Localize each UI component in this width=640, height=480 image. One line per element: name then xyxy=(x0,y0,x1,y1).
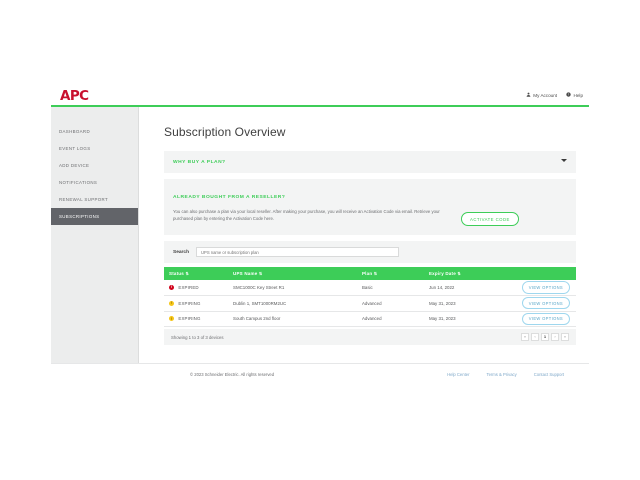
sort-icon[interactable]: ⇅ xyxy=(185,271,190,276)
sidebar-item-label: ADD DEVICE xyxy=(59,163,90,168)
sidebar-item-subscriptions[interactable]: SUBSCRIPTIONS xyxy=(51,208,138,225)
sidebar-item-dashboard[interactable]: DASHBOARD xyxy=(51,123,138,140)
pagination-controls: « ‹ 1 › » xyxy=(521,333,569,341)
table-header: Status ⇅ UPS Name ⇅ Plan ⇅ Expiry Date ⇅ xyxy=(164,267,576,280)
search-input[interactable] xyxy=(196,247,399,257)
page-body: DASHBOARD EVENT LOGS ADD DEVICE NOTIFICA… xyxy=(51,107,589,384)
reseller-panel-title: ALREADY BOUGHT FROM A RESELLER? xyxy=(173,195,286,200)
copyright-text: © 2023 Schneider Electric. All rights re… xyxy=(190,371,275,377)
sidebar-item-renewal-support[interactable]: RENEWAL SUPPORT xyxy=(51,191,138,208)
cell-ups-name: South Campus 2nd floor xyxy=(233,316,281,322)
table-row[interactable]: EXPIRING Dublin 1, SMT1000RM2UC Advanced… xyxy=(164,295,576,312)
status-badge: EXPIRING xyxy=(178,316,201,322)
search-label: Search xyxy=(173,249,189,255)
view-options-button[interactable]: VIEW OPTIONS xyxy=(521,312,570,325)
sort-icon[interactable]: ⇅ xyxy=(457,271,462,276)
help-button[interactable]: ? Help xyxy=(566,92,583,98)
page-footer: © 2023 Schneider Electric. All rights re… xyxy=(51,363,589,384)
sidebar-item-label: NOTIFICATIONS xyxy=(59,180,98,185)
sort-icon[interactable]: ⇅ xyxy=(373,271,378,276)
status-alert-icon xyxy=(169,300,175,306)
footer-link-terms-privacy[interactable]: Terms & Privacy xyxy=(486,371,517,377)
sidebar-item-label: RENEWAL SUPPORT xyxy=(59,197,109,202)
cell-expiry-date: May 31, 2023 xyxy=(428,316,456,322)
column-header-actions xyxy=(501,267,576,280)
person-icon xyxy=(526,92,531,98)
apc-logo: APC xyxy=(60,88,89,104)
pagination-info: Showing 1 to 3 of 3 devices xyxy=(171,334,224,340)
pagination-bar: Showing 1 to 3 of 3 devices « ‹ 1 › » xyxy=(164,329,576,345)
svg-text:?: ? xyxy=(568,93,570,97)
column-header-status[interactable]: Status ⇅ xyxy=(164,267,229,280)
footer-link-help-center[interactable]: Help Center xyxy=(447,371,470,377)
sidebar-item-notifications[interactable]: NOTIFICATIONS xyxy=(51,174,138,191)
help-label: Help xyxy=(573,92,583,98)
table-header-row: Status ⇅ UPS Name ⇅ Plan ⇅ Expiry Date ⇅ xyxy=(164,267,576,280)
why-buy-a-plan-title: WHY BUY A PLAN? xyxy=(173,159,226,165)
top-header-bar: APC My Account ? Help xyxy=(51,86,589,107)
footer-links: Help Center Terms & Privacy Contact Supp… xyxy=(447,372,564,377)
column-header-plan[interactable]: Plan ⇅ xyxy=(356,267,424,280)
page-title: Subscription Overview xyxy=(164,125,286,139)
cell-status: EXPIRING xyxy=(164,311,228,327)
sidebar-navigation: DASHBOARD EVENT LOGS ADD DEVICE NOTIFICA… xyxy=(51,107,139,384)
table-row[interactable]: EXPIRED SMC1000C Key Street R1 Basic Jun… xyxy=(164,280,576,296)
status-badge: EXPIRED xyxy=(178,284,199,290)
reseller-panel-text: You can also purchase a plan via your lo… xyxy=(173,209,440,222)
cell-status: EXPIRING xyxy=(164,296,228,312)
pagination-page-1[interactable]: 1 xyxy=(541,333,549,341)
cell-expiry-date: Jun 14, 2022 xyxy=(428,285,455,290)
main-content: Subscription Overview WHY BUY A PLAN? AL… xyxy=(139,107,589,384)
chevron-down-icon[interactable] xyxy=(561,159,567,162)
sidebar-item-add-device[interactable]: ADD DEVICE xyxy=(51,157,138,174)
footer-link-contact-support[interactable]: Contact Support xyxy=(533,371,564,377)
activate-code-button[interactable]: ACTIVATE CODE xyxy=(461,212,519,226)
status-alert-icon xyxy=(169,284,175,291)
help-circle-icon: ? xyxy=(566,92,571,98)
cell-ups-name: Dublin 1, SMT1000RM2UC xyxy=(233,300,287,306)
cell-plan: Advanced xyxy=(361,316,382,322)
cell-ups-name: SMC1000C Key Street R1 xyxy=(233,285,285,290)
application-window: APC My Account ? Help DASHBOARD xyxy=(51,86,589,384)
view-options-button[interactable]: VIEW OPTIONS xyxy=(521,297,570,310)
cell-actions: VIEW OPTIONS xyxy=(501,296,576,312)
cell-expiry-date: May 31, 2023 xyxy=(428,300,456,306)
cell-plan: Advanced xyxy=(361,300,382,306)
cell-actions: VIEW OPTIONS xyxy=(501,311,576,327)
sidebar-item-label: SUBSCRIPTIONS xyxy=(59,214,100,219)
cell-actions: VIEW OPTIONS xyxy=(501,280,576,296)
sidebar-item-label: DASHBOARD xyxy=(59,129,90,134)
view-options-button[interactable]: VIEW OPTIONS xyxy=(521,281,570,294)
table-row[interactable]: EXPIRING South Campus 2nd floor Advanced… xyxy=(164,311,576,327)
reseller-panel: ALREADY BOUGHT FROM A RESELLER? You can … xyxy=(164,179,576,235)
pagination-next-button[interactable]: › xyxy=(551,333,559,341)
search-bar: Search xyxy=(164,241,576,263)
cell-plan: Basic xyxy=(361,285,373,290)
table-body: EXPIRED SMC1000C Key Street R1 Basic Jun… xyxy=(164,280,576,327)
sort-icon[interactable]: ⇅ xyxy=(258,271,263,276)
my-account-button[interactable]: My Account xyxy=(526,92,557,98)
reseller-panel-body: You can also purchase a plan via your lo… xyxy=(173,208,567,226)
cell-status: EXPIRED xyxy=(164,280,228,296)
why-buy-a-plan-header[interactable]: WHY BUY A PLAN? xyxy=(173,157,567,167)
header-actions: My Account ? Help xyxy=(526,92,583,98)
pagination-prev-button[interactable]: ‹ xyxy=(531,333,539,341)
sidebar-item-event-logs[interactable]: EVENT LOGS xyxy=(51,140,138,157)
column-header-ups-name[interactable]: UPS Name ⇅ xyxy=(228,267,357,280)
column-header-expiry-date[interactable]: Expiry Date ⇅ xyxy=(423,267,502,280)
pagination-first-button[interactable]: « xyxy=(521,333,529,341)
why-buy-a-plan-panel[interactable]: WHY BUY A PLAN? xyxy=(164,151,576,173)
column-label: UPS Name xyxy=(233,271,258,276)
my-account-label: My Account xyxy=(533,92,558,98)
column-label: Status xyxy=(169,271,184,276)
status-alert-icon xyxy=(169,316,175,322)
pagination-last-button[interactable]: » xyxy=(561,333,569,341)
subscriptions-table: Status ⇅ UPS Name ⇅ Plan ⇅ Expiry Date ⇅ xyxy=(164,267,576,327)
column-label: Plan xyxy=(361,271,373,276)
sidebar-item-label: EVENT LOGS xyxy=(59,146,91,151)
status-badge: EXPIRING xyxy=(178,300,201,306)
column-label: Expiry Date xyxy=(428,271,456,276)
